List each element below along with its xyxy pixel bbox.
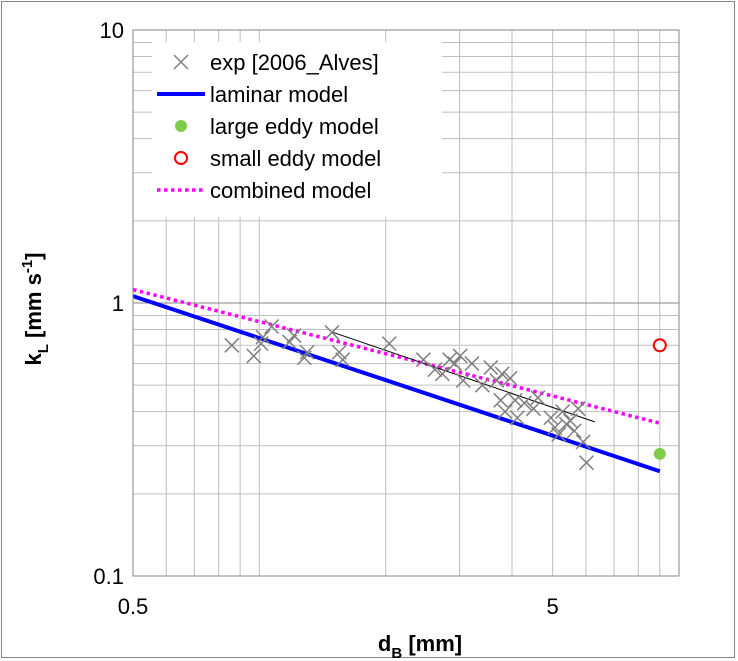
legend-label-large_eddy: large eddy model [210,114,379,139]
exp-data-point [578,455,595,471]
legend-label-exp: exp [2006_Alves] [210,50,379,75]
exp-data-point [381,336,397,352]
y-tick-label: 1 [112,291,124,316]
exp-data-point [509,410,525,426]
exp-data-point [246,348,262,364]
exp-data-point [474,377,490,393]
series-layer [132,287,667,474]
exp-data-point [281,334,298,350]
small-eddy-point [652,338,667,353]
exp-data-point [570,401,586,417]
exp-data-point [299,344,315,360]
tick-labels: 0.1 1 10 0.5 5 [93,18,558,619]
exp-data-point [331,344,347,360]
exp-data-point [575,434,591,450]
exp-data-point [324,324,340,340]
legend-background [152,42,442,217]
legend-label-small_eddy: small eddy model [210,146,381,171]
y-axis-label: kL [mm s-1] [19,252,52,365]
exp-data-point [562,413,578,429]
exp-data-point [447,356,463,372]
exp-data-point [566,423,582,439]
legend-symbol-large_eddy [175,120,187,132]
exp-data-point [255,329,271,345]
exp-data-point [434,366,450,382]
large-eddy-point [653,447,666,460]
exp-data-point [493,392,509,408]
exp-data-point [502,370,518,386]
exp-data-point [464,356,480,372]
exp-data-point [507,392,523,408]
x-axis-label: dB [mm] [378,631,462,661]
x-tick-label: 5 [547,594,559,619]
exp-data-point [551,426,567,442]
combined-model-line [132,287,661,425]
legend-label-combined: combined model [210,178,371,203]
exp-data-point [530,390,546,406]
y-tick-label: 10 [100,18,124,43]
exp-data-point [497,404,513,420]
exp-data-point [415,352,431,368]
plot-area-border [132,29,680,577]
trend-model-line [333,331,595,423]
x-tick-label: 0.5 [118,594,149,619]
exp-data-point [555,404,571,420]
laminar-model-line [132,294,661,474]
exp-data-point [547,419,563,435]
exp-data-point [335,352,351,368]
y-tick-label: 0.1 [93,564,124,589]
exp-data-point [455,373,471,389]
exp-data-point [452,348,468,364]
exp-data-point [224,337,240,353]
exp-data-point [516,395,532,411]
exp-data-point [543,410,559,426]
exp-data-point [483,360,499,376]
exp-data-point [494,366,510,382]
exp-data-point [286,328,302,344]
exp-data-point [525,401,541,417]
legend-label-laminar: laminar model [210,82,348,107]
exp-data-point [489,373,505,389]
exp-data-point [427,362,443,378]
legend-symbol-small_eddy [174,151,188,165]
exp-data-point [264,318,280,335]
legend: exp [2006_Alves]laminar model large eddy … [152,42,442,217]
legend-symbol-exp [173,54,189,70]
